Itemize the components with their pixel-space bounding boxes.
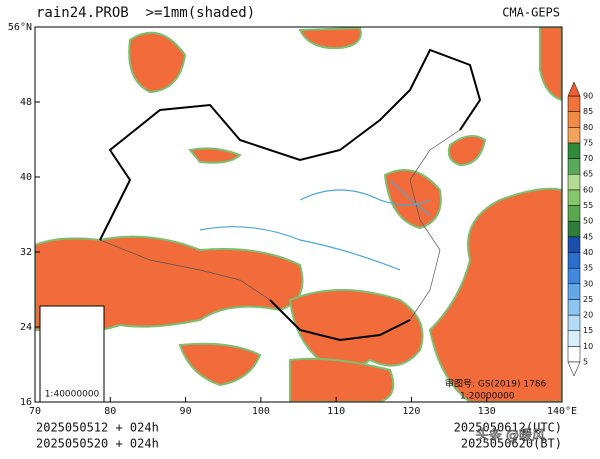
y-tick-label: 32 — [20, 247, 32, 258]
colorbar-segment — [567, 236, 581, 253]
map-scale: 1:20000000 — [460, 392, 515, 402]
colorbar-label: 80 — [583, 123, 593, 132]
x-tick-label: 110 — [327, 406, 345, 417]
x-tick-label: 130 — [478, 406, 496, 417]
x-tick-label: 100 — [252, 406, 270, 417]
colorbar-label: 70 — [583, 154, 593, 163]
colorbar-segment — [567, 314, 581, 331]
inset-scale: 1:40000000 — [45, 390, 100, 400]
x-tick-label: 80 — [104, 406, 116, 417]
x-tick-label: 90 — [180, 406, 192, 417]
colorbar-label: 45 — [583, 232, 593, 241]
colorbar-segment — [567, 299, 581, 316]
y-tick-label: 48 — [20, 97, 32, 108]
national-border — [99, 48, 482, 342]
colorbar-segment — [567, 81, 581, 97]
colorbar-segment — [567, 267, 581, 285]
valid-bt: 2025050620(BT) — [461, 437, 562, 451]
y-tick-label: 16 — [20, 397, 32, 408]
colorbar-label: 75 — [583, 138, 593, 147]
inset-map — [39, 305, 105, 402]
source: CMA-GEPS — [502, 6, 560, 20]
colorbar-label: 20 — [583, 311, 593, 320]
colorbar-end — [567, 361, 581, 377]
colorbar-label: 35 — [583, 264, 593, 273]
map-area: 1:40000000 审图号: GS(2019) 1786 1:20000000 — [35, 27, 562, 402]
colorbar-label: 65 — [583, 170, 593, 179]
colorbar-label: 25 — [583, 295, 593, 304]
map-frame — [34, 26, 563, 403]
colorbar-label: 40 — [583, 248, 593, 257]
colorbar-label: 60 — [583, 185, 593, 194]
colorbar-segment — [567, 252, 581, 269]
y-tick-label: 56°N — [8, 22, 32, 33]
colorbar-segment — [567, 220, 581, 238]
colorbar-label: 10 — [583, 342, 593, 351]
title: rain24.PROB >=1mm(shaded) — [36, 5, 255, 21]
colorbar-label: 90 — [583, 92, 593, 101]
x-tick-label: 120 — [402, 406, 420, 417]
colorbar-label: 5 — [583, 358, 588, 367]
y-tick-label: 24 — [20, 322, 32, 333]
colorbar-segment — [567, 173, 581, 191]
colorbar-segment — [567, 142, 581, 159]
colorbar-segment — [567, 95, 581, 112]
colorbar-label: 55 — [583, 201, 593, 210]
approval: 审图号: GS(2019) 1786 — [445, 378, 547, 390]
colorbar-label: 85 — [583, 107, 593, 116]
colorbar-segment — [567, 189, 581, 206]
init-bt: 2025050520 + 024h — [36, 437, 159, 451]
river — [199, 179, 431, 271]
colorbar-segment — [567, 158, 581, 175]
x-tick-label: 140°E — [547, 406, 577, 417]
colorbar-segment — [567, 346, 581, 363]
colorbar-segment — [567, 283, 581, 300]
colorbar-segment — [567, 127, 581, 144]
valid-utc: 2025050612(UTC) — [454, 421, 562, 435]
precip-shading — [35, 27, 562, 402]
init-utc: 2025050512 + 024h — [36, 421, 159, 435]
colorbar-segment — [567, 111, 581, 128]
colorbar-label: 15 — [583, 326, 593, 335]
colorbar-label: 50 — [583, 217, 593, 226]
colorbar-segment — [567, 205, 581, 222]
x-tick-label: 70 — [29, 406, 41, 417]
colorbar-label: 30 — [583, 279, 593, 288]
y-tick-label: 40 — [20, 172, 32, 183]
colorbar-segment — [567, 330, 581, 347]
watermark: 头条 @暖风 — [476, 428, 545, 444]
